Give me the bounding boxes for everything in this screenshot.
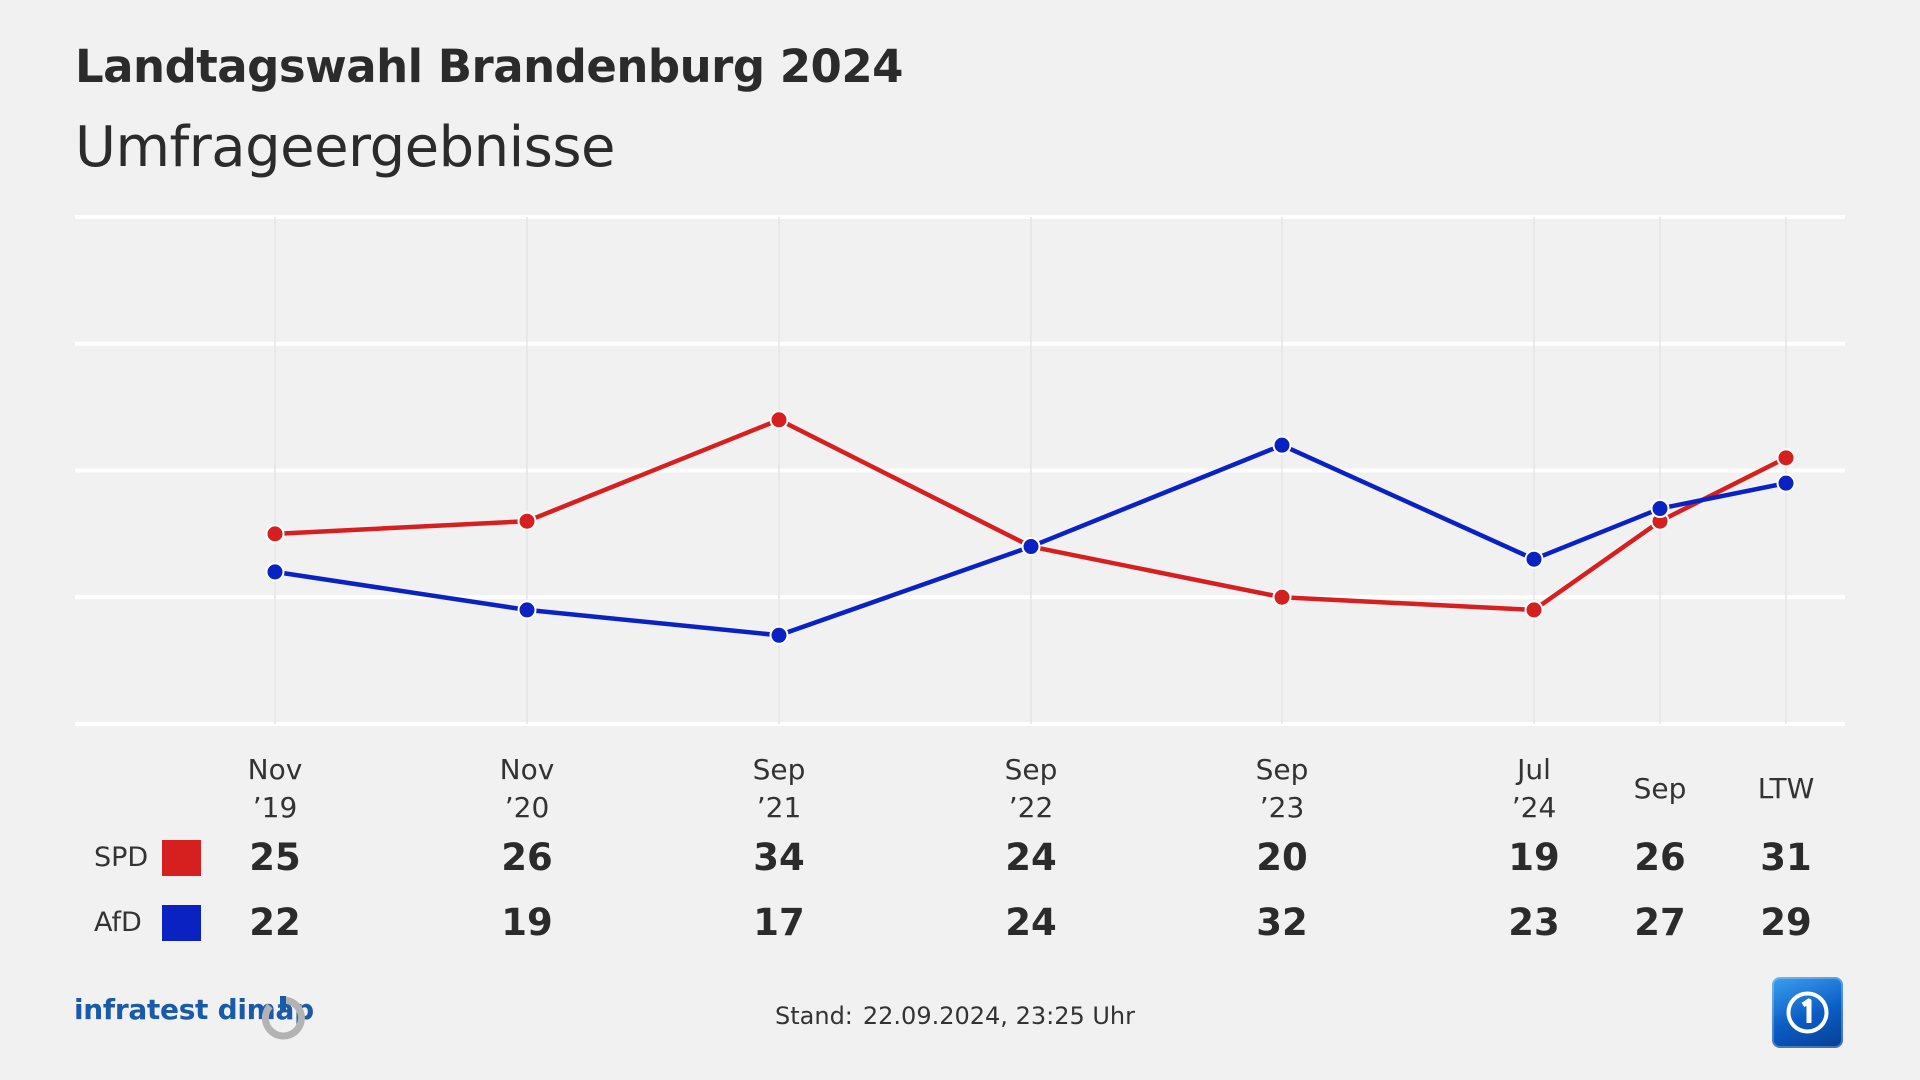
data-label-afd: 32 [1256,901,1308,944]
x-tick-label: Sep ’22 [961,751,1101,827]
x-tick-label-line2: ’21 [756,791,802,824]
x-tick-label: Sep ’23 [1212,751,1352,827]
x-tick-label-line1: Nov [247,753,303,786]
data-label-afd: 29 [1760,901,1812,944]
data-point-spd[interactable] [1524,600,1544,620]
x-tick-label: LTW [1716,770,1856,808]
data-label-spd: 31 [1760,836,1812,879]
legend-label-spd: SPD [94,842,149,873]
series-line-afd [274,442,1787,638]
data-label-afd: 23 [1508,901,1560,944]
x-tick-label: Nov ’20 [457,751,597,827]
timestamp-label: Stand: [775,1002,853,1030]
data-label-spd: 19 [1508,836,1560,879]
data-point-spd[interactable] [1776,448,1796,468]
data-label-spd: 26 [1634,836,1686,879]
x-tick-label-line1: LTW [1757,772,1815,805]
data-label-afd: 24 [1005,901,1057,944]
data-label-spd: 20 [1256,836,1308,879]
data-label-afd: 22 [249,901,301,944]
data-label-spd: 25 [249,836,301,879]
data-label-spd: 34 [753,836,805,879]
data-point-afd[interactable] [1021,537,1041,557]
x-tick-label-line2: ’22 [1008,791,1054,824]
timestamp-value: 22.09.2024, 23:25 Uhr [862,1002,1135,1030]
data-point-spd[interactable] [769,410,789,430]
series-line-spd [274,417,1788,613]
x-tick-label-line1: Sep [1633,772,1687,805]
data-point-afd[interactable] [1650,499,1670,519]
data-point-afd[interactable] [1776,473,1796,493]
x-tick-label: Nov ’19 [205,751,345,827]
data-label-afd: 17 [753,901,805,944]
chart-subtitle: Umfrageergebnisse [75,115,616,180]
x-tick-label-line1: Sep [1004,753,1058,786]
brand-name: infratest dimap [74,993,314,1026]
data-point-spd[interactable] [517,511,537,531]
data-point-spd[interactable] [1272,587,1292,607]
infratest-dimap-logo-icon [261,996,305,1040]
data-label-afd: 19 [501,901,553,944]
chart-title: Landtagswahl Brandenburg 2024 [75,40,903,93]
x-tick-label-line2: ’19 [252,791,298,824]
x-tick-label-line2: ’23 [1259,791,1305,824]
data-label-spd: 26 [501,836,553,879]
legend-swatch-spd [162,840,201,876]
x-tick-label-line2: ’20 [504,791,550,824]
x-tick-label: Jul ’24 [1464,751,1604,827]
data-point-afd[interactable] [1272,435,1292,455]
data-point-spd[interactable] [265,524,285,544]
legend-swatch-afd [162,905,201,941]
x-tick-label-line1: Sep [752,753,806,786]
data-label-spd: 24 [1005,836,1057,879]
data-point-afd[interactable] [769,625,789,645]
x-tick-label: Sep [1590,770,1730,808]
data-point-afd[interactable] [265,562,285,582]
x-tick-label-line1: Sep [1255,753,1309,786]
das-erste-logo-icon [1772,977,1843,1048]
x-tick-label: Sep ’21 [709,751,849,827]
x-tick-label-line2: ’24 [1511,791,1557,824]
legend-label-afd: AfD [94,907,142,938]
timestamp: Stand: 22.09.2024, 23:25 Uhr [0,1002,1920,1030]
data-point-afd[interactable] [517,600,537,620]
x-tick-label-line1: Nov [499,753,555,786]
data-label-afd: 27 [1634,901,1686,944]
data-point-afd[interactable] [1524,549,1544,569]
x-tick-label-line1: Jul [1517,753,1551,786]
